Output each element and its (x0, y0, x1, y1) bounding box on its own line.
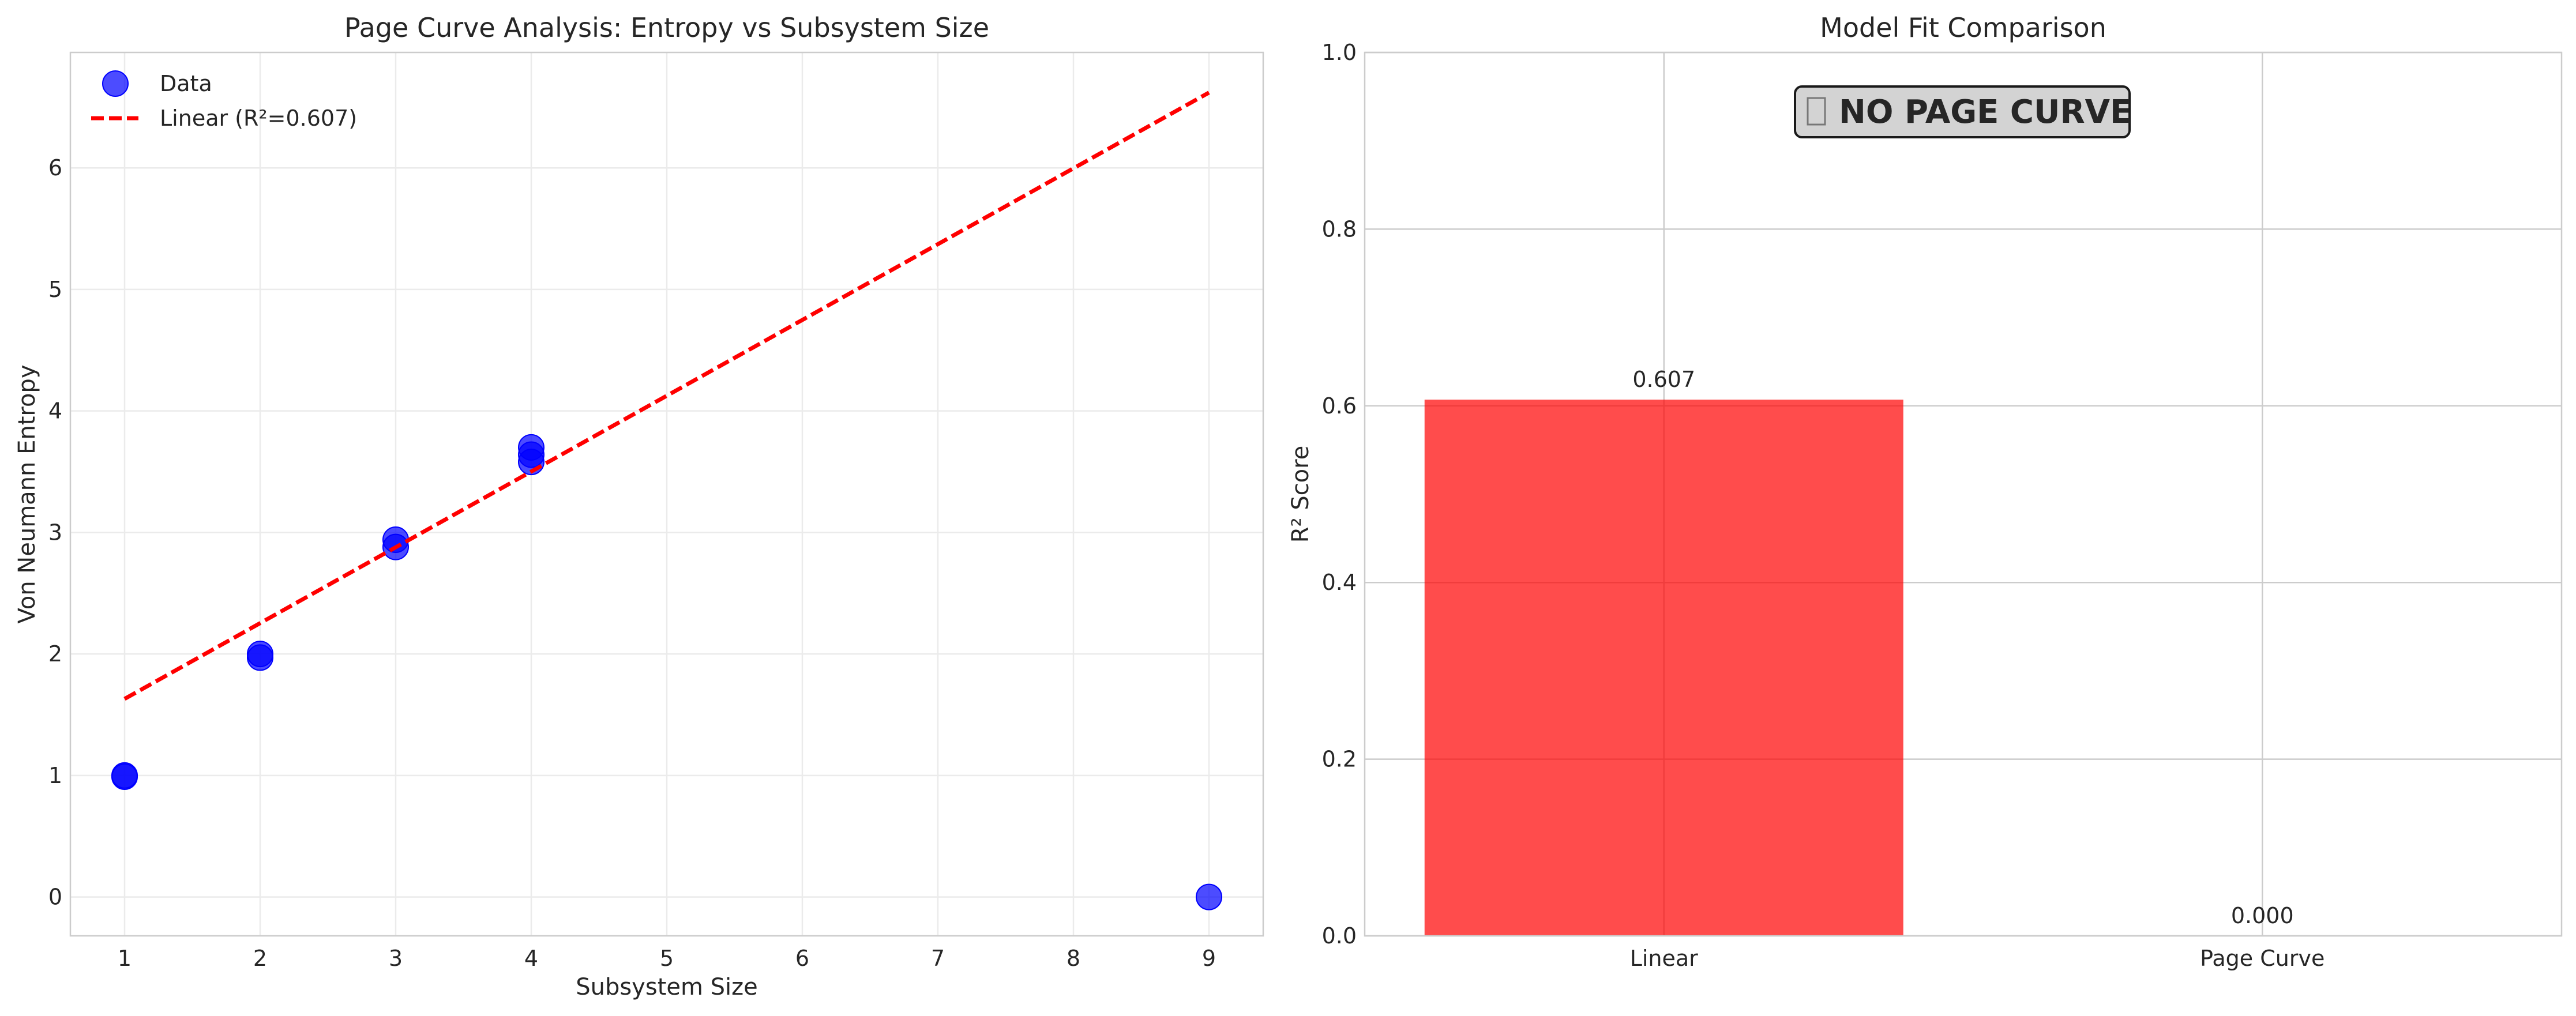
y-tick-label: 0.6 (1322, 393, 1357, 419)
bar-y-axis-label: R² Score (1287, 446, 1314, 543)
verdict-text: NO PAGE CURVE (1839, 93, 2132, 131)
x-tick-label: 1 (118, 946, 132, 971)
scatter-panel: 1 2 3 4 5 6 7 8 9 0 1 2 3 4 5 6 Page Curve Analysis: En… (14, 12, 1264, 1000)
legend-label-linear: Linear (R²=0.607) (160, 106, 357, 131)
legend-marker-data (102, 70, 129, 97)
scatter-x-axis-label: Subsystem Size (576, 974, 758, 1000)
y-tick-label: 0.0 (1322, 923, 1357, 949)
scatter-title: Page Curve Analysis: Entropy vs Subsyste… (344, 12, 989, 43)
scatter-plot-frame (69, 51, 1264, 937)
x-tick-label: 4 (524, 946, 538, 971)
bar-title: Model Fit Comparison (1820, 12, 2106, 43)
verdict-box: NO PAGE CURVE (1794, 85, 2132, 138)
x-tick-label: 3 (389, 946, 403, 971)
y-tick-label: 5 (48, 277, 62, 302)
x-tick-label: 2 (253, 946, 267, 971)
y-tick-label: 0.4 (1322, 570, 1357, 595)
data-point (247, 644, 273, 671)
bar (1424, 400, 1903, 936)
scatter-y-axis-label: Von Neumann Entropy (14, 365, 40, 624)
bar-value-label: 0.607 (1632, 367, 1695, 392)
y-tick-label: 1.0 (1322, 40, 1357, 65)
y-tick-label: 1 (48, 763, 62, 788)
missing-glyph-icon (1807, 97, 1826, 126)
y-tick-label: 6 (48, 155, 62, 180)
x-tick-label: 7 (931, 946, 945, 971)
y-tick-label: 2 (48, 641, 62, 667)
linear-fit-line (123, 91, 1210, 701)
legend-label-data: Data (160, 71, 212, 96)
scatter-tick-labels: 1 2 3 4 5 6 7 8 9 0 1 2 3 4 5 6 (48, 155, 1216, 971)
y-tick-label: 4 (48, 398, 62, 424)
x-tick-label: 8 (1067, 946, 1080, 971)
bar-value-label: 0.000 (2231, 903, 2294, 928)
verdict-box-background (1794, 85, 2131, 138)
bar-plot-frame (1364, 51, 2563, 937)
y-tick-label: 0.8 (1322, 216, 1357, 242)
data-point (1196, 883, 1222, 910)
scatter-legend: Data Linear (R²=0.607) (91, 70, 357, 131)
x-tick-label: Linear (1630, 946, 1698, 971)
data-point (111, 763, 138, 790)
scatter-marks (111, 91, 1222, 910)
bar-marks: 0.607 0.000 (1424, 367, 2294, 936)
y-tick-label: 0.2 (1322, 747, 1357, 772)
x-tick-label: 6 (795, 946, 809, 971)
y-tick-label: 0 (48, 885, 62, 910)
bar-panel: 0.607 0.000 0.0 0.2 0.4 0.6 0.8 1.0 Linear Page … (1287, 12, 2563, 971)
y-tick-label: 3 (48, 520, 62, 545)
x-tick-label: 5 (660, 946, 674, 971)
x-tick-label: Page Curve (2200, 946, 2325, 971)
scatter-grid (70, 52, 1263, 936)
bar-tick-labels: 0.0 0.2 0.4 0.6 0.8 1.0 Linear Page Curve (1322, 40, 2325, 971)
x-tick-label: 9 (1202, 946, 1216, 971)
